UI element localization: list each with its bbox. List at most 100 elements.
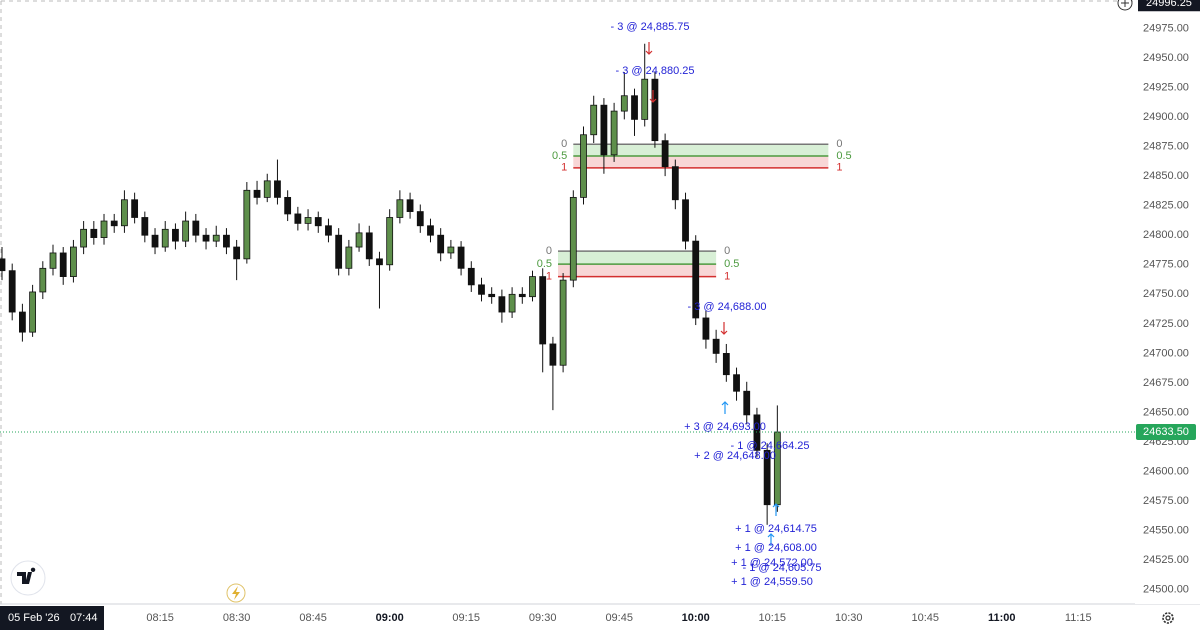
trade-label: + 2 @ 24,648.00: [694, 450, 776, 462]
candle-body: [70, 246, 77, 277]
trade-arrow: [772, 503, 780, 516]
zone-level-label: 0.5: [836, 150, 851, 162]
settings-icon[interactable]: [1162, 612, 1174, 624]
candle-body: [80, 228, 88, 248]
zone-level-label: 0.5: [724, 258, 739, 270]
candle-body: [253, 189, 261, 198]
add-button[interactable]: [1117, 0, 1133, 11]
x-tick-label: 08:15: [146, 612, 174, 624]
trade-label: + 1 @ 24,608.00: [735, 542, 817, 554]
candle-body: [457, 246, 465, 269]
candle-body: [365, 232, 373, 260]
candle-body: [590, 104, 598, 136]
candle-body: [0, 258, 6, 272]
candle-body: [498, 296, 506, 313]
x-tick-label: 10:00: [682, 612, 710, 624]
candle-body: [131, 199, 139, 218]
zone-level-label: 1: [836, 162, 842, 174]
zone-level-label: 1: [561, 162, 567, 174]
candle-body: [743, 390, 751, 416]
candle-body: [559, 279, 567, 366]
candle-body: [620, 95, 628, 112]
y-tick-label: 24575.00: [1143, 495, 1189, 507]
candle-body: [110, 220, 118, 227]
crosshair-time: 07:44: [70, 612, 98, 624]
trade-label: - 1 @ 24,605.75: [742, 562, 821, 574]
y-tick-label: 24725.00: [1143, 318, 1189, 330]
candle-body: [263, 180, 271, 198]
candle-body: [651, 78, 659, 142]
trade-label: - 1 @ 24,664.25: [730, 440, 809, 452]
y-tick-label: 24550.00: [1143, 525, 1189, 537]
y-tick-label: 24775.00: [1143, 259, 1189, 271]
y-tick-label: 24650.00: [1143, 406, 1189, 418]
y-tick-label: 24500.00: [1143, 584, 1189, 596]
trade-label: - 3 @ 24,688.00: [687, 301, 766, 313]
candle-body: [447, 246, 455, 254]
candle-body: [376, 258, 383, 266]
candle-body: [100, 220, 108, 238]
trade-label: + 1 @ 24,559.50: [731, 576, 813, 588]
candle-body: [631, 95, 638, 120]
zone-level-label: 0: [546, 245, 552, 257]
y-tick-label: 24800.00: [1143, 229, 1189, 241]
y-tick-label: 24825.00: [1143, 200, 1189, 212]
candle-body: [223, 234, 230, 248]
candle-body: [722, 353, 730, 376]
candle-body: [172, 228, 179, 242]
candle-body: [233, 246, 241, 260]
zone-level-label: 0: [724, 245, 730, 257]
y-tick-label: 24750.00: [1143, 288, 1189, 300]
trade-arrow: [649, 90, 657, 103]
candle-body: [416, 211, 424, 227]
candle-body: [692, 240, 700, 319]
trade-arrow: [767, 533, 775, 546]
candle-body: [661, 140, 669, 168]
x-tick-label: 09:30: [529, 612, 557, 624]
trade-arrow: [645, 42, 653, 55]
candle-body: [539, 276, 547, 345]
zone-level-label: 0: [836, 138, 842, 150]
x-tick-label: 09:15: [452, 612, 480, 624]
plot-area: 0 00.5 0.51 10 00.5 0.51 1- 3 @ 24,885.75- 3 @…: [0, 21, 852, 588]
x-tick-label: 09:45: [605, 612, 633, 624]
candle-body: [59, 252, 67, 277]
zone-level-label: 0.5: [537, 258, 552, 270]
candle-body: [671, 166, 679, 201]
trade-arrow: [720, 322, 728, 335]
candle-body: [39, 267, 47, 293]
y-tick-label: 24950.00: [1143, 52, 1189, 64]
candle-body: [569, 196, 577, 281]
zone-level-label: 0: [561, 138, 567, 150]
candle-body: [325, 225, 332, 236]
candle-body: [151, 234, 159, 248]
candle-body: [518, 293, 526, 298]
trade-label: + 1 @ 24,614.75: [735, 523, 817, 535]
trade-label: - 3 @ 24,880.25: [615, 65, 694, 77]
crosshair-date: 05 Feb '26: [8, 612, 60, 624]
y-tick-label: 24700.00: [1143, 347, 1189, 359]
crosshair-price-label: 24996.25: [1146, 0, 1192, 9]
candle-body: [712, 338, 720, 354]
candle-body: [182, 220, 190, 242]
candle-body: [243, 189, 251, 260]
candle-body: [396, 199, 404, 218]
candle-body: [549, 343, 557, 366]
candle-body: [763, 449, 771, 506]
candle-body: [437, 234, 445, 254]
y-tick-label: 24975.00: [1143, 22, 1189, 34]
y-tick-label: 24675.00: [1143, 377, 1189, 389]
y-tick-label: 24900.00: [1143, 111, 1189, 123]
candle-body: [345, 246, 353, 269]
y-tick-label: 24525.00: [1143, 554, 1189, 566]
candle-body: [580, 134, 587, 198]
candle-body: [284, 196, 292, 215]
candle-body: [600, 104, 608, 156]
candle-body: [212, 234, 220, 242]
zone-level-label: 0.5: [552, 150, 567, 162]
candle-body: [641, 78, 649, 120]
x-tick-label: 09:00: [376, 612, 404, 624]
lightning-icon[interactable]: [226, 583, 246, 603]
